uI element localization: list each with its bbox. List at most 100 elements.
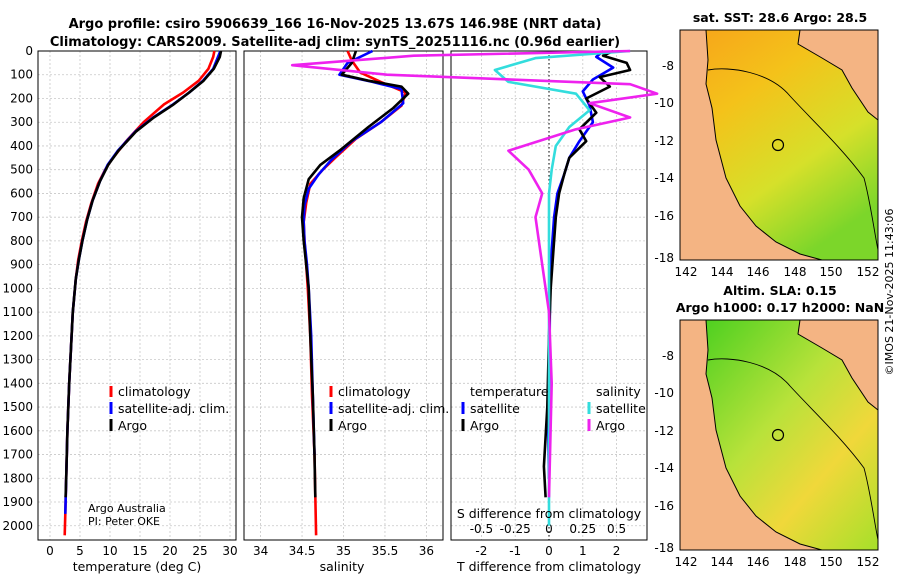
lat-tick-label: -12: [654, 134, 674, 148]
credit-line2: PI: Peter OKE: [88, 515, 160, 528]
imos-credit: ©IMOS 21-Nov-2025 11:43:06: [883, 209, 896, 376]
lat-tick-label: -8: [662, 349, 674, 363]
y-tick-label: 1500: [2, 400, 33, 414]
lon-tick-label: 148: [784, 555, 807, 569]
lon-tick-label: 150: [820, 555, 843, 569]
y-tick-label: 1100: [2, 305, 33, 319]
series-line-satellite-adj-clim-: [64, 50, 222, 514]
temperature-xlabel: temperature (deg C): [73, 559, 202, 574]
lon-tick-label: 146: [747, 555, 770, 569]
x-tick-label: 34: [253, 544, 268, 558]
y-tick-label: 1000: [2, 281, 33, 295]
lon-tick-label: 144: [711, 265, 734, 279]
lon-tick-label: 146: [747, 265, 770, 279]
temperature-panel: 0100200300400500600700800900100011001200…: [2, 44, 237, 574]
salinity-axes-frame: [243, 50, 444, 541]
x-tick-label: 36: [419, 544, 434, 558]
x-tick-label: 15: [132, 544, 147, 558]
sla-lat-tick-labels: -8 -10 -12 -14 -16 -18: [654, 349, 674, 555]
lat-tick-label: -14: [654, 171, 674, 185]
y-tick-label: 100: [10, 68, 33, 82]
temperature-legend: climatology satellite-adj. clim. Argo: [109, 384, 229, 433]
y-tick-label: 800: [10, 234, 33, 248]
salinity-panel: 34 34.5 35 35.5 36 salinity climatology sate…: [243, 49, 449, 574]
y-tick-label: 1800: [2, 471, 33, 485]
sst-bathymetry-contour: [707, 68, 879, 251]
legend-label-t-argo: Argo: [470, 418, 499, 433]
salinity-grid: [244, 50, 443, 540]
legend-label-t-satellite: satellite: [470, 401, 520, 416]
legend-label-argo: Argo: [338, 418, 367, 433]
depth-tick-labels: 0 100 200 300 400 500 600 700 800 900 1000 1100 1200…: [2, 44, 33, 533]
lat-tick-label: -12: [654, 424, 674, 438]
legend-label-s-argo: Argo: [596, 418, 625, 433]
y-tick-label: 900: [10, 258, 33, 272]
figure-title-line2: Climatology: CARS2009. Satellite-adj cli…: [50, 35, 620, 50]
salinity-legend: climatology satellite-adj. clim. Argo: [329, 384, 449, 433]
temperature-series: [63, 50, 223, 536]
x-tick-label: 5: [76, 544, 84, 558]
t-difference-xlabel: T difference from climatology: [456, 559, 642, 574]
legend-title-temperature: temperature: [470, 384, 549, 399]
x-tick-label: -2: [475, 544, 487, 558]
y-tick-label: 1200: [2, 329, 33, 343]
sla-land-australia: [679, 319, 823, 551]
temperature-axes-frame: [37, 50, 237, 541]
x-tick-label: 25: [192, 544, 207, 558]
legend-label-climatology: climatology: [338, 384, 411, 399]
legend-label-climatology: climatology: [118, 384, 191, 399]
lon-tick-label: 142: [675, 555, 698, 569]
s-tick-label: 0.5: [607, 522, 626, 536]
lat-tick-label: -10: [654, 96, 674, 110]
lon-tick-label: 152: [857, 555, 880, 569]
series-line-climatology: [63, 50, 216, 536]
x-tick-label: 0: [46, 544, 54, 558]
x-tick-label: 0: [545, 544, 553, 558]
x-tick-label: 1: [579, 544, 587, 558]
lon-tick-label: 148: [784, 265, 807, 279]
sst-map-panel: sat. SST: 28.6 Argo: 28.5 -8 -10 -12 -14 -16…: [654, 10, 879, 279]
temperature-tick-labels: 0 5 10 15 20 25 30: [46, 544, 237, 558]
credit-line1: Argo Australia: [88, 502, 166, 515]
s-tick-label: -0.5: [470, 522, 493, 536]
legend-label-argo: Argo: [118, 418, 147, 433]
sst-map-frame: [679, 29, 879, 261]
x-tick-label: 35.5: [372, 544, 399, 558]
x-tick-label: 35: [336, 544, 351, 558]
legend-label-satellite: satellite-adj. clim.: [118, 401, 229, 416]
y-tick-label: 500: [10, 163, 33, 177]
series-line-s-argo: [290, 49, 659, 498]
y-tick-label: 2000: [2, 519, 33, 533]
s-tick-label: 0: [545, 522, 553, 536]
difference-legend: temperature satellite Argo salinity sate…: [461, 384, 646, 433]
x-tick-label: 34.5: [289, 544, 316, 558]
lon-tick-label: 150: [820, 265, 843, 279]
lat-tick-label: -14: [654, 461, 674, 475]
y-tick-label: 200: [10, 91, 33, 105]
sla-map-panel: Altim. SLA: 0.15 Argo h1000: 0.17 h2000:…: [654, 283, 884, 569]
legend-title-salinity: salinity: [596, 384, 641, 399]
series-line-climatology: [302, 50, 408, 536]
y-tick-label: 700: [10, 210, 33, 224]
x-tick-label: 10: [102, 544, 117, 558]
series-line-argo: [300, 50, 410, 498]
sla-lon-tick-labels: 142 144 146 148 150 152: [675, 555, 880, 569]
y-tick-label: 300: [10, 115, 33, 129]
lat-tick-label: -10: [654, 386, 674, 400]
x-tick-label: 20: [162, 544, 177, 558]
y-tick-label: 600: [10, 186, 33, 200]
s-tick-label: -0.25: [500, 522, 531, 536]
x-tick-label: 30: [222, 544, 237, 558]
difference-series: [290, 49, 659, 526]
sla-bathymetry-contour: [707, 358, 879, 541]
figure-title-line1: Argo profile: csiro 5906639_166 16-Nov-2…: [69, 17, 602, 32]
sla-map-title-line1: Altim. SLA: 0.15: [723, 283, 836, 298]
sst-map-title: sat. SST: 28.6 Argo: 28.5: [693, 10, 867, 25]
sst-float-location-marker: [771, 138, 785, 152]
legend-label-satellite: satellite-adj. clim.: [338, 401, 449, 416]
x-tick-label: -1: [509, 544, 521, 558]
x-tick-label: 2: [613, 544, 621, 558]
y-tick-label: 1300: [2, 353, 33, 367]
y-tick-label: 1600: [2, 424, 33, 438]
